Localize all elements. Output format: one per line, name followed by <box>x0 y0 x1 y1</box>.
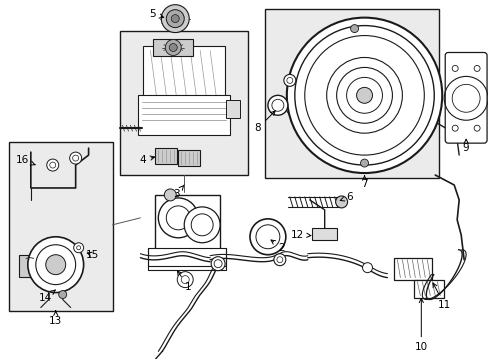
Circle shape <box>161 5 189 32</box>
Bar <box>155 195 220 250</box>
Circle shape <box>184 207 220 243</box>
Text: 4: 4 <box>139 155 154 165</box>
Circle shape <box>47 159 59 171</box>
Circle shape <box>473 125 479 131</box>
Circle shape <box>59 291 66 298</box>
Bar <box>143 45 224 100</box>
Circle shape <box>336 67 392 123</box>
Circle shape <box>69 152 81 164</box>
Bar <box>19 255 41 276</box>
Circle shape <box>350 24 358 32</box>
Bar <box>178 150 200 166</box>
Circle shape <box>171 15 179 23</box>
Text: 7: 7 <box>361 176 367 189</box>
Bar <box>46 238 65 252</box>
Bar <box>413 280 443 298</box>
Bar <box>148 248 225 266</box>
Bar <box>311 228 336 240</box>
Circle shape <box>362 263 372 273</box>
Circle shape <box>273 254 285 266</box>
Text: 14: 14 <box>39 290 55 302</box>
Circle shape <box>451 125 457 131</box>
Circle shape <box>74 243 83 253</box>
Circle shape <box>28 237 83 293</box>
Text: 16: 16 <box>16 155 35 165</box>
Text: 15: 15 <box>86 250 99 260</box>
Bar <box>155 148 177 164</box>
Circle shape <box>267 95 287 115</box>
Bar <box>264 9 438 178</box>
Text: 5: 5 <box>149 9 163 19</box>
Bar <box>153 39 193 57</box>
Circle shape <box>169 44 177 51</box>
Bar <box>447 55 483 140</box>
Text: 11: 11 <box>432 283 450 310</box>
Text: 8: 8 <box>254 111 275 133</box>
Circle shape <box>451 66 457 71</box>
Circle shape <box>158 198 198 238</box>
Bar <box>120 31 247 175</box>
FancyBboxPatch shape <box>444 53 486 143</box>
Circle shape <box>177 272 193 288</box>
Text: 6: 6 <box>340 192 352 202</box>
Text: 1: 1 <box>177 271 191 292</box>
Circle shape <box>164 189 176 201</box>
Text: 13: 13 <box>49 311 62 327</box>
Bar <box>9 142 112 311</box>
Text: 9: 9 <box>462 139 468 153</box>
Text: 10: 10 <box>414 298 427 352</box>
Bar <box>138 95 229 135</box>
Bar <box>394 258 431 280</box>
Circle shape <box>211 257 224 271</box>
Circle shape <box>473 66 479 71</box>
Bar <box>225 100 240 118</box>
Circle shape <box>166 10 184 28</box>
Circle shape <box>249 219 285 255</box>
Circle shape <box>335 196 347 208</box>
Circle shape <box>286 18 441 173</box>
Text: 3: 3 <box>173 185 184 199</box>
Circle shape <box>46 255 65 275</box>
Circle shape <box>360 159 368 167</box>
Text: 12: 12 <box>290 230 310 240</box>
Circle shape <box>356 87 372 103</box>
Text: 2: 2 <box>270 240 285 253</box>
Circle shape <box>165 40 181 55</box>
Circle shape <box>283 75 295 86</box>
